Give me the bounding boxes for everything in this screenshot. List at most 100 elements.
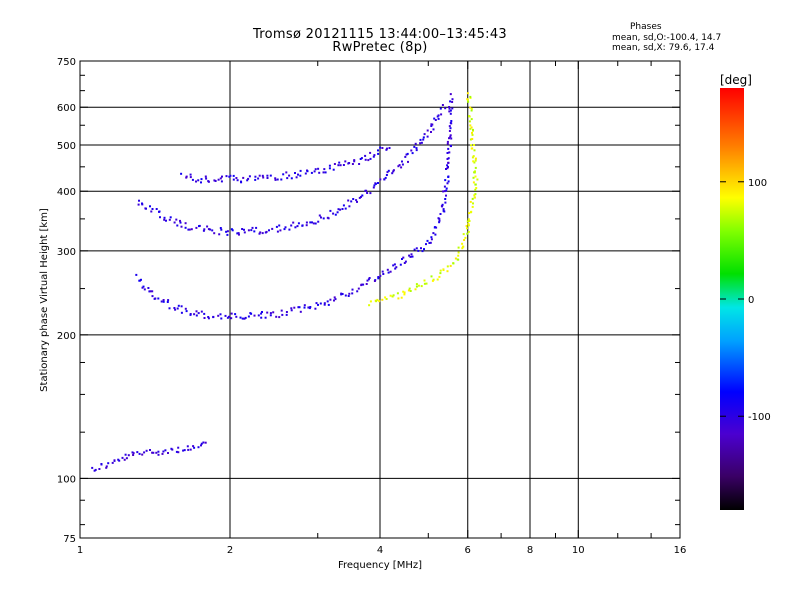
- data-point: [299, 169, 302, 172]
- data-point: [360, 195, 362, 198]
- data-point: [243, 317, 246, 320]
- data-point: [420, 285, 423, 288]
- data-point: [457, 246, 460, 249]
- data-point: [177, 446, 180, 449]
- data-point: [423, 248, 425, 251]
- data-point: [466, 220, 469, 223]
- data-point: [361, 194, 364, 197]
- data-point: [236, 232, 239, 235]
- data-point: [247, 229, 250, 232]
- data-point: [328, 167, 331, 170]
- y-tick-label: 100: [57, 474, 76, 485]
- data-point: [392, 170, 395, 173]
- y-tick-label: 500: [57, 141, 76, 152]
- data-point: [220, 228, 223, 231]
- data-point: [149, 449, 151, 451]
- data-point: [138, 279, 141, 282]
- data-point: [472, 202, 474, 205]
- data-point: [202, 441, 205, 444]
- data-point: [413, 145, 416, 148]
- data-point: [185, 310, 188, 313]
- data-point: [425, 282, 428, 285]
- data-point: [145, 449, 148, 452]
- x-tick-label: 4: [377, 545, 383, 556]
- data-point: [207, 317, 210, 320]
- data-point: [214, 180, 217, 182]
- data-point: [410, 253, 413, 256]
- data-point: [225, 230, 228, 233]
- data-point: [442, 269, 445, 271]
- data-point: [125, 457, 128, 460]
- data-point: [367, 159, 370, 162]
- data-point: [135, 273, 138, 276]
- data-point: [403, 291, 406, 294]
- data-point: [254, 178, 257, 181]
- data-point: [269, 312, 272, 315]
- data-point: [209, 228, 212, 231]
- data-point: [404, 260, 407, 263]
- data-point: [189, 176, 192, 179]
- data-point: [336, 211, 339, 214]
- data-point: [305, 221, 308, 224]
- data-point: [137, 203, 140, 206]
- data-point: [142, 285, 145, 288]
- data-point: [443, 190, 446, 193]
- data-point: [157, 297, 160, 300]
- data-point: [449, 100, 452, 103]
- data-point: [362, 283, 365, 286]
- data-point: [392, 294, 395, 297]
- data-point: [314, 222, 317, 225]
- data-point: [179, 221, 182, 224]
- data-point: [415, 283, 418, 286]
- stats-x-mode: mean, sd,X: 79.6, 17.4: [612, 43, 715, 53]
- data-point: [439, 272, 442, 275]
- data-point: [448, 130, 451, 132]
- data-point: [260, 312, 263, 315]
- data-point: [429, 241, 432, 244]
- data-point: [431, 279, 434, 282]
- data-point: [242, 176, 245, 179]
- data-point: [385, 148, 388, 151]
- data-point: [447, 175, 450, 178]
- data-point: [269, 314, 272, 317]
- data-point: [468, 220, 471, 222]
- data-point: [253, 230, 256, 233]
- data-point: [163, 216, 166, 219]
- data-point: [284, 226, 287, 229]
- data-point: [441, 104, 444, 106]
- data-point: [314, 168, 317, 171]
- data-point: [165, 219, 167, 222]
- data-point: [247, 315, 250, 318]
- data-point: [184, 307, 187, 310]
- data-point: [470, 107, 473, 110]
- data-point: [261, 311, 263, 313]
- data-point: [420, 247, 422, 250]
- data-point: [420, 141, 423, 144]
- data-point: [449, 134, 452, 137]
- data-point: [466, 92, 469, 95]
- data-point: [189, 313, 192, 316]
- data-point: [369, 151, 372, 154]
- data-point: [164, 449, 167, 452]
- data-point: [294, 226, 297, 229]
- data-point: [347, 199, 350, 202]
- data-point: [154, 297, 157, 300]
- data-point: [436, 115, 439, 118]
- data-point: [191, 178, 194, 181]
- data-point: [127, 454, 130, 457]
- data-point: [344, 294, 347, 297]
- data-point: [470, 144, 473, 147]
- data-point: [322, 171, 325, 174]
- data-point: [466, 227, 468, 230]
- data-point: [151, 208, 154, 210]
- data-point: [445, 168, 447, 170]
- data-point: [472, 181, 475, 184]
- data-point: [226, 316, 229, 319]
- data-point: [448, 125, 451, 128]
- data-point: [446, 152, 449, 154]
- data-point: [391, 172, 394, 175]
- data-point: [472, 155, 475, 158]
- data-point: [193, 313, 196, 316]
- data-point: [235, 177, 238, 179]
- data-point: [352, 198, 355, 200]
